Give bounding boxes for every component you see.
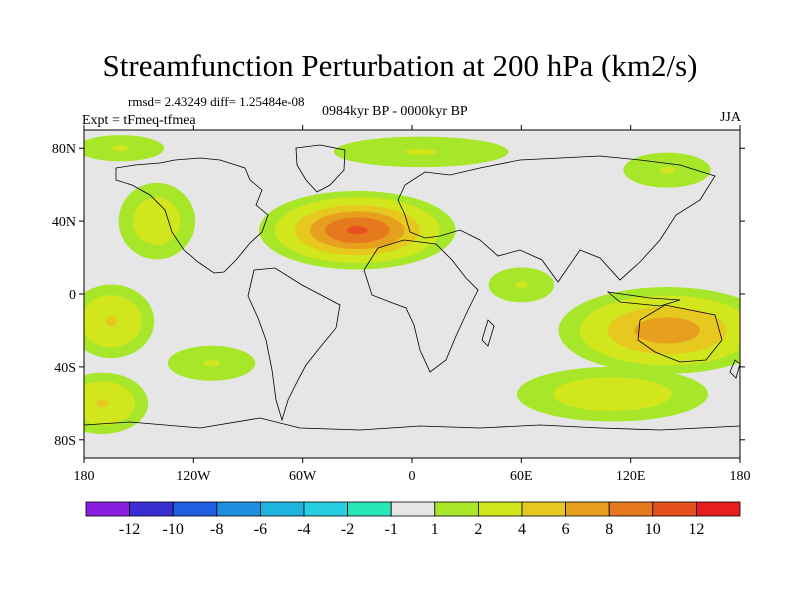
colorbar-label: 8 xyxy=(605,521,613,538)
colorbar-label: 4 xyxy=(518,521,526,538)
coast-indonesia xyxy=(606,291,681,307)
colorbar-label: 12 xyxy=(688,521,704,538)
period-label: 0984kyr BP - 0000kyr BP xyxy=(322,104,468,119)
high-centre-10 xyxy=(488,267,555,303)
colorbar-swatch xyxy=(565,501,610,517)
high-centre-6 xyxy=(516,366,709,422)
coastlines xyxy=(84,144,740,431)
colorbar: -12 -10 -8 -6 -4 -2 -1 1 2 4 6 8 10 12 xyxy=(85,501,741,538)
high-centre-8 xyxy=(84,135,165,162)
lon-label: 0 xyxy=(409,469,416,484)
high-centre-2 xyxy=(84,284,155,359)
colorbar-label: 1 xyxy=(431,521,439,538)
colorbar-swatch xyxy=(347,501,392,517)
high-centre-0 xyxy=(259,190,456,270)
low-centre-8 xyxy=(234,294,481,338)
colorbar-swatch xyxy=(259,501,305,517)
colorbar-label: -2 xyxy=(341,521,354,538)
lat-label: 80S xyxy=(54,434,76,449)
colorbar-label: -8 xyxy=(210,521,223,538)
colorbar-label: -12 xyxy=(119,521,140,538)
coast-antarctica xyxy=(84,417,740,431)
low-centre-7 xyxy=(638,197,740,263)
lat-label: 40N xyxy=(52,215,76,230)
colorbar-label: -4 xyxy=(297,521,310,538)
coast-madagascar xyxy=(481,319,495,347)
coast-eurasia xyxy=(397,155,716,283)
lat-label: 0 xyxy=(69,288,76,303)
low-centre-12 xyxy=(382,389,514,425)
lon-label: 120E xyxy=(616,469,646,484)
lon-label: 60E xyxy=(510,469,533,484)
coast-south-america xyxy=(247,267,341,422)
colorbar-swatch xyxy=(85,501,130,517)
stats-text: rmsd= 2.43249 diff= 1.25484e-08 xyxy=(128,94,305,109)
lon-label: 180 xyxy=(730,469,751,484)
longitude-axis: 180 120W 60W 0 60E 120E 180 xyxy=(74,125,751,484)
coast-new-zealand xyxy=(729,359,740,379)
colorbar-swatch xyxy=(434,501,479,517)
coast-north-america xyxy=(115,157,269,274)
colorbar-swatch xyxy=(129,501,174,517)
coast-australia xyxy=(637,304,723,363)
colorbar-label: 6 xyxy=(562,521,570,538)
coast-greenland xyxy=(295,144,346,193)
colorbar-swatch xyxy=(390,501,436,517)
high-centre-4 xyxy=(167,345,256,381)
lon-label: 180 xyxy=(74,469,95,484)
lat-label: 40S xyxy=(54,361,76,376)
colorbar-swatch xyxy=(521,501,566,517)
colorbar-label: -1 xyxy=(385,521,398,538)
coast-africa xyxy=(363,239,479,373)
high-centre-1 xyxy=(118,182,196,260)
high-centre-7 xyxy=(333,136,509,168)
colorbar-swatch xyxy=(608,501,654,517)
high-centre-3 xyxy=(84,372,149,434)
colorbar-swatch xyxy=(216,501,261,517)
lat-label: 80N xyxy=(52,142,76,157)
low-centre-9 xyxy=(420,311,586,387)
low-centre-6 xyxy=(514,187,638,237)
latitude-axis: 80N 40N 0 40S 80S xyxy=(52,142,745,449)
colorbar-label: 2 xyxy=(474,521,482,538)
lon-label: 120W xyxy=(176,469,211,484)
colorbar-label: -6 xyxy=(254,521,267,538)
colorbar-label: 10 xyxy=(645,521,661,538)
colorbar-swatch xyxy=(303,501,348,517)
colorbar-swatch xyxy=(652,501,697,517)
season-label: JJA xyxy=(719,110,741,125)
streamfunction-field xyxy=(84,135,740,437)
colorbar-swatch xyxy=(696,501,741,517)
low-centre-11 xyxy=(202,370,367,437)
lon-label: 60W xyxy=(289,469,317,484)
high-centre-5 xyxy=(558,287,740,374)
colorbar-swatch xyxy=(172,501,218,517)
map-title: Streamfunction Perturbation at 200 hPa (… xyxy=(102,48,698,83)
low-centre-1 xyxy=(173,235,250,280)
colorbar-swatch xyxy=(477,501,523,517)
experiment-label: Expt = tFmeq-tfmea xyxy=(82,113,196,128)
high-centre-9 xyxy=(623,152,711,188)
colorbar-label: -10 xyxy=(163,521,184,538)
